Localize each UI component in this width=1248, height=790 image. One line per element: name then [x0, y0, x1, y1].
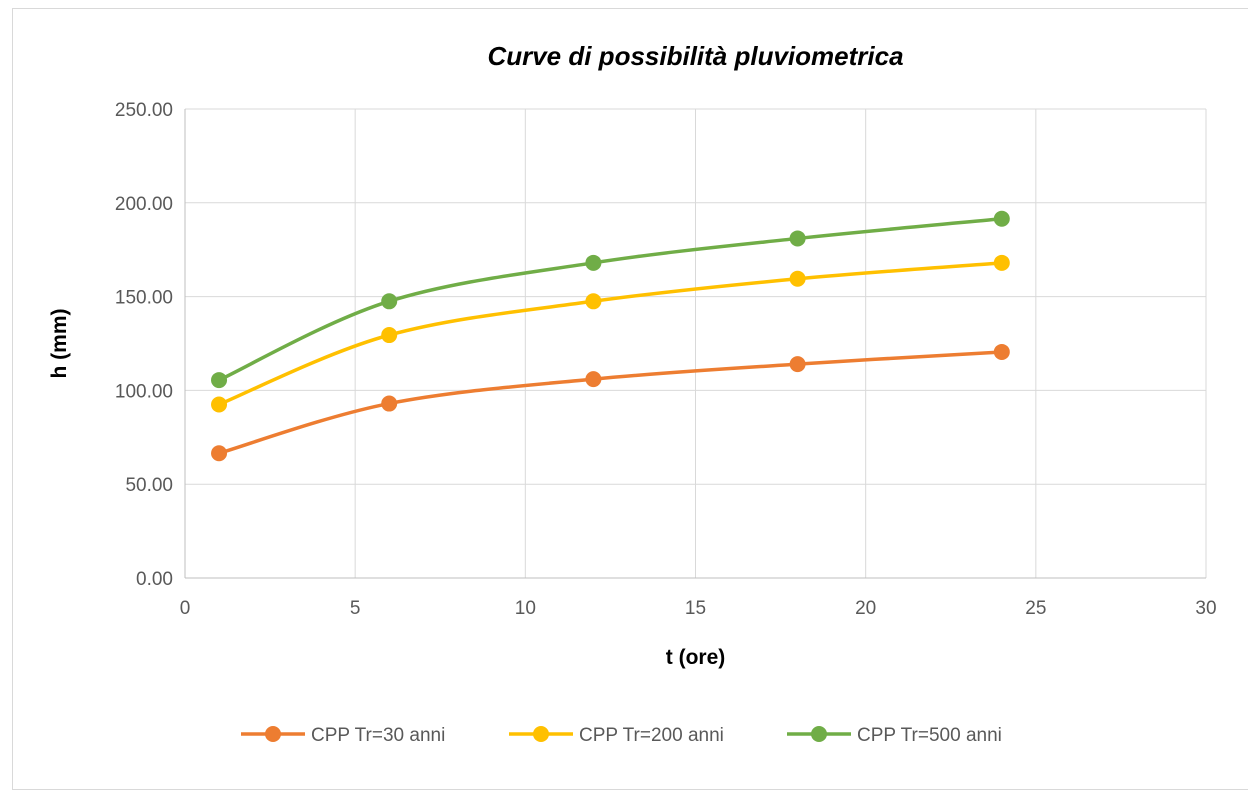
- x-tick-label: 10: [515, 598, 536, 619]
- y-tick-label: 200.00: [115, 194, 173, 215]
- data-point: [585, 254, 602, 271]
- data-point: [789, 230, 806, 247]
- series-line-1: [218, 350, 1002, 455]
- legend-label-3: CPP Tr=500 anni: [857, 725, 1002, 746]
- x-tick-label: 25: [1025, 598, 1046, 619]
- series-group: [211, 210, 1010, 462]
- data-point: [381, 327, 398, 344]
- legend-marker-2: [533, 726, 549, 742]
- legend-label-1: CPP Tr=30 anni: [311, 725, 445, 746]
- chart-title: Curve di possibilità pluviometrica: [487, 41, 903, 71]
- data-point: [993, 210, 1010, 227]
- x-axis-title: t (ore): [666, 646, 726, 669]
- data-point: [993, 254, 1010, 271]
- y-tick-label: 0.00: [136, 569, 173, 590]
- data-point: [381, 395, 398, 412]
- data-point: [585, 371, 602, 388]
- legend: CPP Tr=30 anni CPP Tr=200 anni CPP Tr=500 …: [241, 725, 1002, 746]
- series-line-2: [218, 261, 1002, 407]
- gridlines: [185, 108, 1207, 578]
- data-point: [211, 445, 228, 462]
- data-point: [585, 293, 602, 310]
- legend-label-2: CPP Tr=200 anni: [579, 725, 724, 746]
- data-point: [211, 372, 228, 389]
- y-tick-label: 50.00: [125, 475, 173, 496]
- x-tick-label: 5: [350, 598, 361, 619]
- chart-frame: 0 5 10 15 20 25 30 0.00 50.00 100.00 150.00 200.00 2…: [12, 8, 1248, 790]
- x-tick-label: 30: [1195, 598, 1216, 619]
- legend-marker-3: [811, 726, 827, 742]
- data-point: [381, 293, 398, 310]
- data-point: [993, 343, 1010, 360]
- x-tick-label: 0: [180, 598, 191, 619]
- y-tick-label: 250.00: [115, 100, 173, 121]
- y-tick-label: 100.00: [115, 381, 173, 402]
- y-axis-title: h (mm): [48, 309, 71, 379]
- legend-marker-1: [265, 726, 281, 742]
- y-tick-label: 150.00: [115, 288, 173, 309]
- x-tick-label: 20: [855, 598, 876, 619]
- chart-svg: 0 5 10 15 20 25 30 0.00 50.00 100.00 150.00 200.00 2…: [48, 41, 1217, 746]
- x-tick-label: 15: [685, 598, 706, 619]
- data-point: [211, 396, 228, 413]
- axes: 0 5 10 15 20 25 30 0.00 50.00 100.00 150.00 200.00 2…: [115, 100, 1217, 619]
- data-point: [789, 270, 806, 287]
- data-point: [789, 356, 806, 373]
